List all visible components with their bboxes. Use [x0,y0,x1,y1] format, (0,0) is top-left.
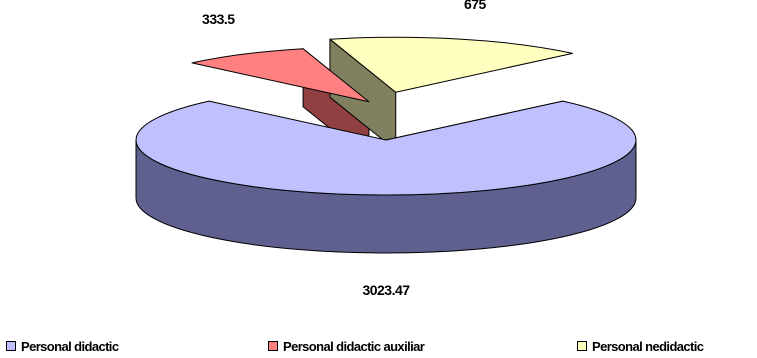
legend-swatch [577,341,587,351]
data-label-2: 675 [464,0,487,12]
legend-swatch [6,341,16,351]
legend-label: Personal nedidactic [592,338,704,354]
legend-label: Personal didactic [21,338,119,354]
data-label-1: 333.5 [202,11,235,27]
pie-data-labels: 3023.47 333.5 675 [202,0,487,298]
pie-slice-2-top [329,36,574,93]
legend-item-personal-didactic: Personal didactic [6,336,119,356]
pie-slice-0-top [135,100,637,196]
data-label-0: 3023.47 [362,282,410,298]
legend-item-personal-didactic-auxiliar: Personal didactic auxiliar [268,336,425,356]
legend-label: Personal didactic auxiliar [283,338,425,354]
legend-swatch [268,341,278,351]
pie-tops [135,36,637,196]
legend-item-personal-nedidactic: Personal nedidactic [577,336,704,356]
legend: Personal didactic Personal didactic auxi… [0,336,757,356]
pie-slice-1-top [191,48,370,103]
